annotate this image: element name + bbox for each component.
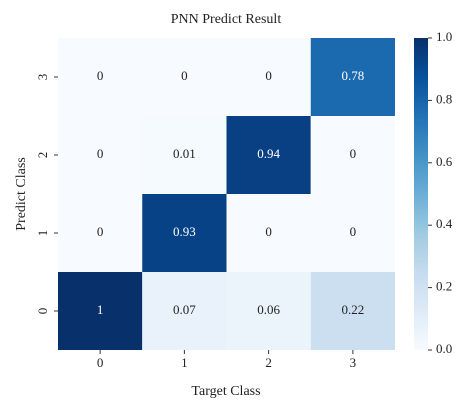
cell-label: 0 <box>97 224 104 239</box>
heatmap-cell <box>142 272 227 350</box>
cell-label: 0 <box>265 224 272 239</box>
cell-label: 0.06 <box>257 302 280 317</box>
colorbar-tick-label: 0.6 <box>436 154 453 169</box>
heatmap-cell <box>310 272 395 350</box>
y-tick-label: 2 <box>35 152 50 159</box>
heatmap-cell <box>58 38 143 116</box>
cell-label: 0 <box>265 68 272 83</box>
heatmap-cell <box>58 272 143 350</box>
colorbar-tick-label: 1.0 <box>436 29 452 44</box>
colorbar-tick-label: 0.8 <box>436 91 452 106</box>
heatmap-cell <box>226 194 311 272</box>
heatmap-cell <box>226 116 311 194</box>
heatmap-cell <box>58 194 143 272</box>
colorbar-tick-label: 0.2 <box>436 279 452 294</box>
chart-title: PNN Predict Result <box>171 12 282 27</box>
heatmap-cell <box>58 116 143 194</box>
cell-label: 0.78 <box>342 68 365 83</box>
heatmap-cell <box>310 116 395 194</box>
cell-label: 0 <box>350 224 357 239</box>
heatmap-cell <box>142 38 227 116</box>
y-tick-label: 1 <box>35 230 50 237</box>
x-tick-label: 0 <box>97 355 104 370</box>
cell-label: 0.94 <box>257 146 280 161</box>
heatmap-cell <box>142 116 227 194</box>
cell-label: 0 <box>181 68 188 83</box>
heatmap-cell <box>310 38 395 116</box>
cell-label: 0.01 <box>173 146 196 161</box>
heatmap-cell <box>226 38 311 116</box>
x-axis-label: Target Class <box>191 384 260 399</box>
cell-label: 1 <box>97 302 104 317</box>
y-tick-label: 0 <box>35 308 50 315</box>
cell-label: 0.93 <box>173 224 196 239</box>
x-tick-label: 3 <box>350 355 357 370</box>
cell-label: 0.07 <box>173 302 196 317</box>
heatmap-cell <box>142 194 227 272</box>
cell-label: 0 <box>350 146 357 161</box>
heatmap-cell <box>310 194 395 272</box>
colorbar-tick-label: 0.0 <box>436 341 452 356</box>
colorbar <box>414 38 428 350</box>
heatmap-cell <box>226 272 311 350</box>
cell-label: 0 <box>97 146 104 161</box>
cell-label: 0.22 <box>342 302 365 317</box>
cell-label: 0 <box>97 68 104 83</box>
y-axis-label: Predict Class <box>14 157 29 231</box>
x-tick-label: 1 <box>181 355 188 370</box>
y-tick-label: 3 <box>35 74 50 81</box>
colorbar-tick-label: 0.4 <box>436 216 453 231</box>
x-tick-label: 2 <box>265 355 272 370</box>
